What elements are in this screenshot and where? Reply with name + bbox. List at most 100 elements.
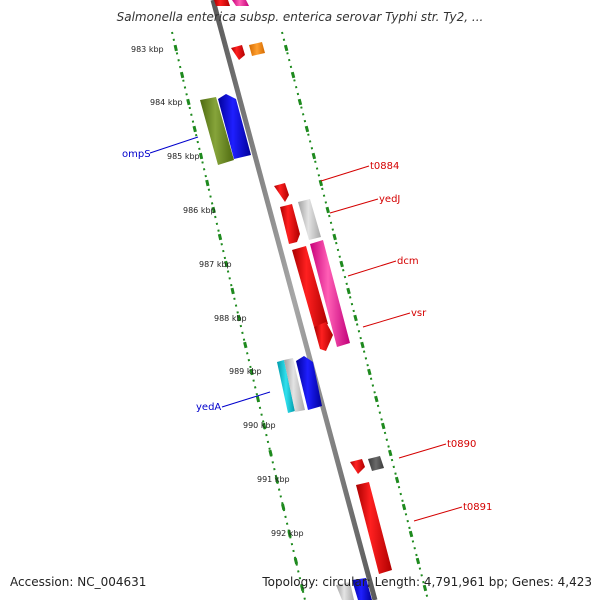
tick-dash [374,395,379,403]
tick-dash [287,530,292,538]
gene-label-vsr[interactable]: vsr [411,308,427,319]
tick-dash [339,260,344,268]
tick-dash [290,71,296,79]
tick-dash [179,71,185,79]
topology-summary: Topology: circular; Length: 4,791,961 bp… [262,575,592,589]
tick-dash [268,449,273,457]
tick-dash [297,98,303,106]
tick-label: 988 kbp [214,314,247,323]
gene-dcm-pink[interactable] [310,240,350,347]
gene-label-leaders [149,136,463,522]
tick-label: 984 kbp [150,98,183,107]
gene-label-t0890[interactable]: t0890 [447,439,476,450]
leader-t0891 [413,506,463,522]
tick-dash [332,233,337,241]
leader-t0884 [320,165,370,182]
tick-dash [415,557,421,565]
tick-dash [360,341,365,349]
gene-t0890-dark[interactable] [368,456,384,471]
gene-bottom-grey[interactable] [336,582,354,600]
tick-dash [408,530,414,538]
tick-dash [249,368,254,376]
tick-dash [255,395,261,403]
leader-t0890 [398,443,447,459]
tick-dash [394,476,400,484]
tick-dash [304,125,310,133]
gene-labels: t0884 yedJ dcm vsr ompS yedA t0890 t0891 [122,149,492,513]
tick-label: 992 kbp [271,529,304,538]
tick-dash [262,422,267,430]
tick-label: 987 kbp [199,260,232,269]
tick-dash [205,179,210,187]
gene-t0891[interactable] [356,482,392,574]
gene-grey-mid[interactable] [298,199,321,240]
tick-dash [293,557,299,565]
gene-pink-top[interactable] [232,0,249,6]
gene-yedA[interactable] [296,356,322,410]
gene-t0884[interactable] [274,183,289,202]
gene-label-t0884[interactable]: t0884 [370,161,399,172]
tick-label: 990 kbp [243,421,276,430]
gene-dcm[interactable] [292,246,328,327]
backbone-line [210,0,378,601]
gene-yedJ[interactable] [280,204,300,244]
leader-dcm [347,260,397,277]
gene-red-top[interactable] [214,0,230,6]
leader-vsr [362,312,411,328]
gene-yedA-part1[interactable] [277,360,295,413]
gene-label-yedJ[interactable]: yedJ [379,194,400,205]
gene-ompS[interactable] [218,94,251,159]
tick-dash [217,233,223,241]
tick-label: 989 kbp [229,367,262,376]
gene-label-ompS[interactable]: ompS [122,149,151,160]
tick-label: 986 kbp [183,206,216,215]
tick-dash [325,206,330,214]
gene-vsr[interactable] [314,322,333,351]
tick-dash [283,44,289,52]
tick-dash [422,584,428,592]
tick-dashes [173,44,428,592]
gene-ompS-partner[interactable] [200,97,234,165]
tick-dash [230,287,235,295]
tick-dash [401,503,407,511]
gene-label-yedA[interactable]: yedA [196,402,221,413]
tick-dash [274,476,280,484]
leader-yedJ [329,198,379,214]
tick-dash [318,179,324,187]
tick-dash [236,314,242,322]
tick-label: 991 kbp [257,475,290,484]
leader-yedA [221,391,271,408]
tick-dash [186,98,191,106]
gene-bottom-blue[interactable] [352,578,372,600]
forward-strand-genes [214,0,392,600]
tick-dash [353,314,358,322]
accession-label: Accession: NC_004631 [10,575,147,589]
tick-dash [243,341,248,349]
tick-dash [224,260,229,268]
gene-small-orange[interactable] [249,42,265,56]
gene-small-red[interactable] [231,45,245,60]
tick-labels: 983 kbp 984 kbp 985 kbp 986 kbp 987 kbp … [131,45,304,538]
tick-label: 985 kbp [167,152,200,161]
tick-dash [381,422,386,430]
leader-ompS [149,136,199,154]
tick-dash [311,152,317,160]
tick-dash [211,206,216,214]
gene-label-dcm[interactable]: dcm [397,256,419,267]
gene-t0890[interactable] [350,459,365,474]
tick-dash [173,44,178,52]
tick-dash [198,152,204,160]
tick-dash [281,503,286,511]
tick-dash [346,287,351,295]
tick-dash [192,125,197,133]
reverse-strand-genes [200,94,322,413]
map-title: Salmonella enterica subsp. enterica sero… [116,10,484,24]
tick-dash [300,584,305,592]
tick-dash [388,449,393,457]
tick-dash [367,368,372,376]
gene-yedA-part2[interactable] [284,358,305,412]
backbone [210,0,378,601]
gene-label-t0891[interactable]: t0891 [463,502,492,513]
